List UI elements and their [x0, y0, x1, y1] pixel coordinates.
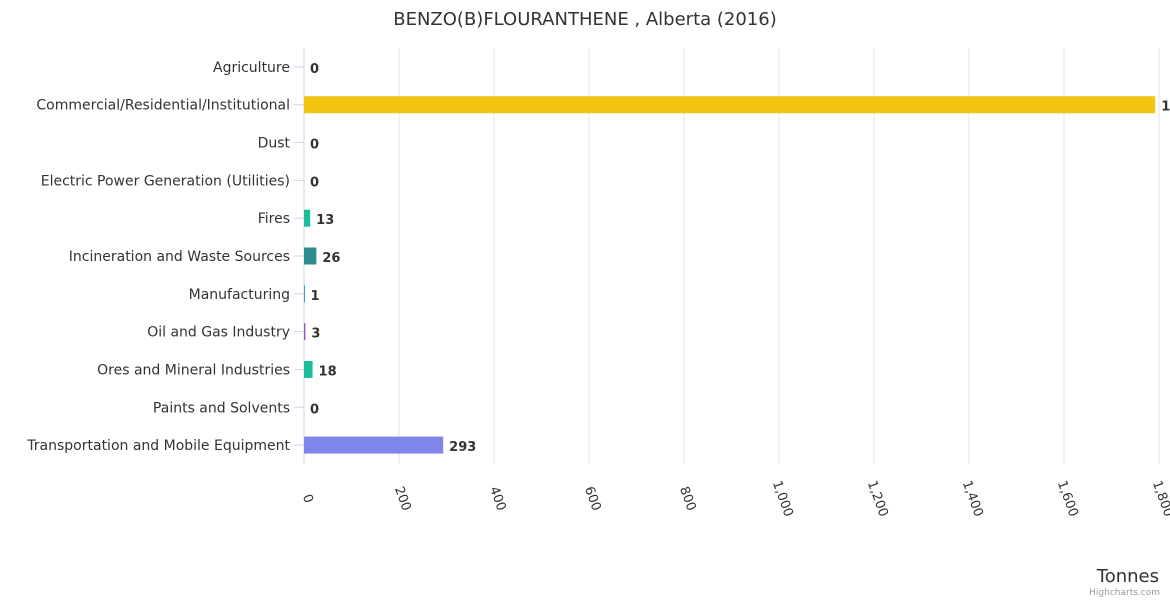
- data-label: 0: [310, 175, 319, 190]
- x-tick-label: 200: [391, 485, 414, 513]
- chart-title: BENZO(B)FLOURANTHENE , Alberta (2016): [393, 9, 777, 30]
- bar: [304, 96, 1156, 114]
- category-label: Commercial/Residential/Institutional: [36, 98, 290, 114]
- bar: [304, 285, 305, 303]
- data-label: 13: [316, 213, 334, 228]
- x-tick-label: 1,600: [1054, 479, 1081, 519]
- data-label: 1,792: [1161, 100, 1170, 115]
- category-label: Paints and Solvents: [153, 400, 290, 416]
- category-label: Ores and Mineral Industries: [97, 362, 290, 378]
- category-label: Dust: [258, 136, 291, 152]
- data-label: 0: [310, 62, 319, 77]
- category-label: Electric Power Generation (Utilities): [41, 173, 290, 189]
- category-label: Transportation and Mobile Equipment: [26, 438, 290, 454]
- category-label: Manufacturing: [189, 287, 290, 303]
- x-tick-label: 600: [581, 485, 604, 513]
- data-label: 293: [449, 440, 476, 455]
- data-label: 0: [310, 138, 319, 153]
- x-axis-title: Tonnes: [1096, 566, 1159, 587]
- data-label: 0: [310, 402, 319, 417]
- bar: [304, 247, 317, 265]
- category-label: Incineration and Waste Sources: [69, 249, 290, 265]
- x-tick-label: 800: [676, 485, 699, 513]
- category-label: Oil and Gas Industry: [147, 325, 290, 341]
- category-label: Agriculture: [213, 60, 290, 76]
- x-tick-label: 1,200: [864, 479, 891, 519]
- credits-link[interactable]: Highcharts.com: [1089, 588, 1160, 598]
- bar: [304, 436, 444, 454]
- x-tick-label: 1,800: [1149, 479, 1170, 519]
- bar: [304, 209, 311, 227]
- x-tick-label: 0: [299, 492, 316, 505]
- data-label: 26: [322, 251, 340, 266]
- data-label: 3: [311, 327, 320, 342]
- bar: [304, 323, 306, 341]
- data-label: 18: [319, 364, 337, 379]
- bar: [304, 360, 313, 378]
- x-tick-label: 1,400: [959, 479, 986, 519]
- x-tick-label: 400: [486, 485, 509, 513]
- category-label: Fires: [258, 211, 290, 227]
- data-label: 1: [310, 289, 319, 304]
- x-tick-label: 1,000: [769, 479, 796, 519]
